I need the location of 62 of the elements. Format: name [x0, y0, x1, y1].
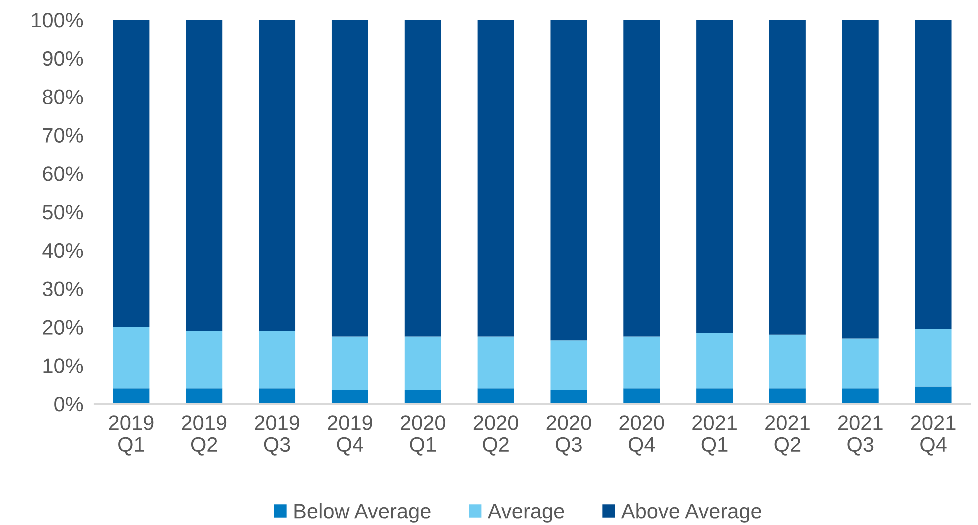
x-tick-label: 2019 Q3 — [255, 416, 300, 456]
bar — [113, 388, 150, 404]
x-tick-label: 2020 Q4 — [620, 416, 664, 456]
bar — [186, 388, 223, 404]
y-tick-label: 20% — [43, 320, 84, 335]
bar — [696, 20, 734, 333]
bar — [550, 340, 588, 391]
bar — [624, 388, 660, 404]
y-tick-label: 40% — [42, 243, 84, 258]
bar — [332, 390, 368, 404]
bar — [404, 20, 442, 337]
bar — [259, 388, 296, 404]
bar — [550, 390, 588, 404]
bar — [769, 388, 806, 404]
bar — [259, 20, 296, 332]
x-tick-label: 2020 Q1 — [401, 416, 446, 456]
y-tick-label: 70% — [43, 128, 84, 143]
bar — [915, 329, 952, 387]
bar — [478, 20, 514, 337]
x-tick-label: 2019 Q2 — [182, 416, 227, 456]
bar — [404, 336, 442, 391]
y-tick-label: 50% — [43, 205, 84, 220]
bar — [186, 331, 223, 389]
legend-label: Below Average — [294, 503, 431, 523]
y-tick-label: 80% — [43, 90, 84, 105]
bar — [550, 20, 588, 341]
bar — [113, 20, 150, 328]
bar — [842, 20, 879, 339]
x-tick-label: 2019 Q4 — [328, 416, 372, 456]
bar — [915, 386, 952, 404]
y-tick-label: 10% — [44, 358, 84, 374]
legend-label: Average — [488, 504, 564, 523]
x-tick-label: 2020 Q3 — [546, 416, 592, 456]
x-tick-label: 2020 Q2 — [474, 416, 518, 456]
bar — [696, 332, 734, 389]
bar — [478, 388, 514, 404]
bar — [259, 331, 296, 389]
bar — [186, 20, 223, 332]
bar — [624, 20, 660, 337]
bar — [332, 20, 368, 337]
x-tick-label: 2021 Q2 — [766, 416, 810, 456]
bar — [842, 388, 879, 404]
bar — [842, 338, 879, 389]
x-tick-label: 2021 Q4 — [911, 416, 956, 456]
x-tick-label: 2019 Q1 — [109, 416, 154, 456]
bar — [478, 336, 514, 389]
bar — [769, 20, 806, 335]
bar — [696, 388, 734, 404]
x-tick-label: 2021 Q1 — [692, 416, 737, 456]
y-tick-label: 30% — [42, 282, 84, 297]
bar — [624, 336, 660, 389]
bar — [404, 390, 442, 404]
bar — [769, 334, 806, 389]
x-tick-label: 2021 Q3 — [838, 416, 883, 456]
legend-label: Above Average — [621, 503, 762, 523]
y-tick-label: 90% — [43, 51, 84, 66]
y-tick-label: 100% — [32, 13, 84, 28]
bar — [915, 20, 952, 330]
bar — [113, 327, 150, 389]
y-tick-label: 0% — [54, 397, 84, 412]
bar — [332, 336, 368, 391]
y-tick-label: 60% — [43, 166, 84, 182]
